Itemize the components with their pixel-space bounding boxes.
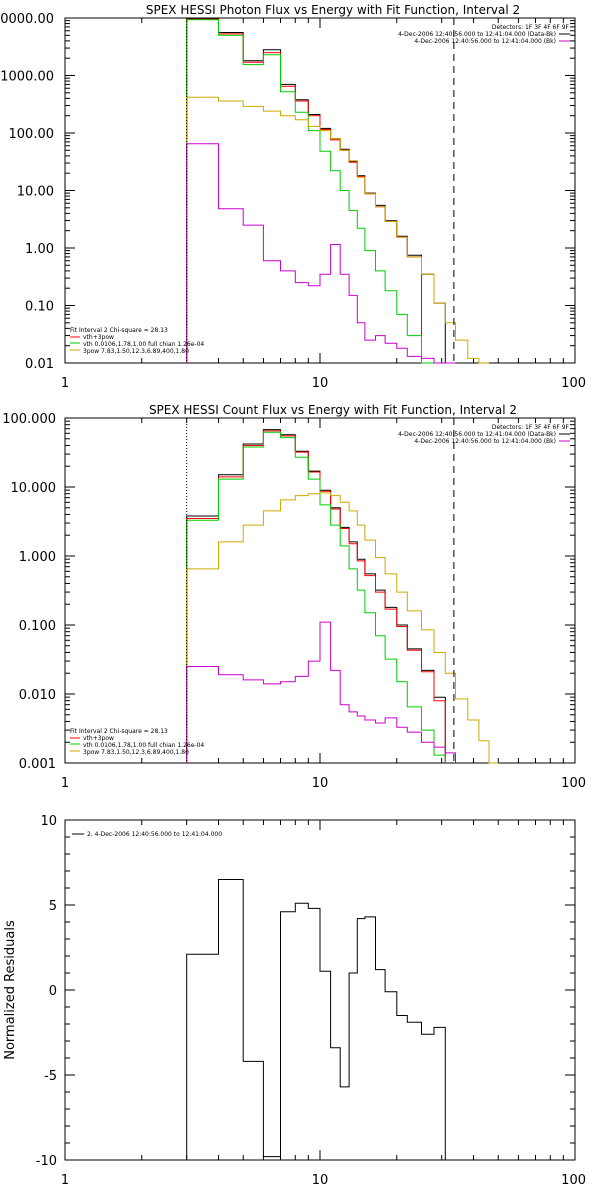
count-detectors-text: Detectors: 1F 3F 4F 6F 9F [492, 424, 570, 431]
residual-x-tick-label: 10 [312, 1173, 329, 1188]
photon-fit-thermal-text: vth 0.0106,1.78,1.00 full chian 1.26e-04 [83, 341, 204, 348]
photon-flux-fit-legend: Fit Interval 2 Chi-square = 28.13 vth+3p… [70, 327, 204, 355]
series-line-residuals [186, 879, 446, 1160]
photon-y-tick-label: 10000.00 [0, 12, 54, 27]
series-line-data [186, 18, 446, 363]
photon-x-tick-label: 10 [312, 376, 329, 391]
photon-flux-axes-frame [64, 17, 576, 364]
count-fit-thermal-text: vth 0.0106,1.78,1.00 full chian 1.26e-04 [83, 742, 204, 749]
photon-x-tick-label: 100 [561, 376, 586, 391]
photon-y-tick-label: 1000.00 [0, 70, 54, 85]
count-flux-axes-frame [64, 417, 576, 764]
count-flux-info-legend: Detectors: 1F 3F 4F 6F 9F 4-Dec-2006 12:… [398, 424, 570, 445]
count-flux-panel: SPEX HESSI Count Flux vs Energy with Fit… [2, 403, 586, 791]
count-fit-chi-text: Fit Interval 2 Chi-square = 28.13 [70, 728, 168, 735]
photon-flux-y-tick-labels: 0.01 0.10 1.00 10.00 100.00 1000.00 1000… [0, 12, 54, 372]
residuals-ticks [64, 819, 575, 1161]
photon-fit-total-text: vth+3pow [83, 334, 114, 341]
residuals-legend: 2. 4-Dec-2006 12:40:56.000 to 12:41:04.0… [72, 831, 222, 838]
photon-fit-chi-text: Fit Interval 2 Chi-square = 28.13 [70, 327, 168, 334]
residual-y-tick-label: -5 [44, 1069, 57, 1084]
count-x-tick-label: 100 [561, 776, 586, 791]
series-line-data [186, 429, 446, 763]
photon-flux-ticks [64, 17, 575, 364]
count-bk-interval-text: 4-Dec-2006 12:40:56.000 to 12:41:04.000 … [414, 438, 556, 445]
photon-y-tick-label: 100.00 [9, 127, 55, 142]
series-line-background [186, 143, 456, 364]
count-x-tick-label: 1 [61, 776, 69, 791]
photon-flux-info-legend: Detectors: 1F 3F 4F 6F 9F 4-Dec-2006 12:… [398, 24, 570, 45]
photon-y-tick-label: 0.10 [25, 300, 54, 315]
residual-y-tick-label: 10 [40, 814, 57, 829]
photon-bk-interval-text: 4-Dec-2006 12:40:56.000 to 12:41:04.000 … [414, 38, 556, 45]
residual-x-tick-label: 1 [61, 1173, 69, 1188]
series-line-thermal [186, 431, 446, 763]
count-data-interval-text: 4-Dec-2006 12:40:56.000 to 12:41:04.000 … [398, 431, 556, 438]
count-fit-power-text: 3pow 7.83,1.50,12.3,6.89,400,1.80 [83, 749, 189, 756]
residuals-axes-frame [64, 819, 576, 1161]
residuals-y-tick-labels: -10 -5 0 5 10 [36, 814, 57, 1169]
count-y-tick-label: 0.001 [19, 757, 56, 772]
count-y-tick-label: 0.100 [19, 619, 56, 634]
count-y-tick-label: 100.000 [2, 412, 56, 427]
photon-fit-power-text: 3pow 7.83,1.50,12.3,6.89,400,1.80 [83, 348, 189, 355]
residual-y-tick-label: -10 [36, 1154, 57, 1169]
residual-y-tick-label: 0 [49, 984, 57, 999]
residuals-legend-text: 2. 4-Dec-2006 12:40:56.000 to 12:41:04.0… [87, 831, 222, 838]
series-line-power-law [186, 96, 489, 364]
residuals-series [186, 879, 446, 1160]
photon-flux-title: SPEX HESSI Photon Flux vs Energy with Fi… [146, 3, 520, 17]
series-line-total-fit [186, 18, 422, 363]
count-x-tick-label: 10 [312, 776, 329, 791]
residuals-x-tick-labels: 1 10 100 [61, 1173, 586, 1188]
photon-flux-x-tick-labels: 1 10 100 [61, 376, 586, 391]
count-y-tick-label: 10.000 [11, 481, 57, 496]
series-line-thermal [186, 19, 434, 364]
photon-x-tick-label: 1 [61, 376, 69, 391]
photon-flux-panel: SPEX HESSI Photon Flux vs Energy with Fi… [0, 3, 586, 391]
count-flux-ticks [64, 417, 575, 764]
residual-x-tick-label: 100 [561, 1173, 586, 1188]
photon-y-tick-label: 0.01 [25, 357, 54, 372]
count-flux-series [186, 429, 499, 764]
count-flux-fit-legend: Fit Interval 2 Chi-square = 28.13 vth+3p… [70, 728, 204, 756]
photon-detectors-text: Detectors: 1F 3F 4F 6F 9F [492, 24, 570, 31]
series-line-background [186, 621, 456, 763]
series-line-power-law [186, 492, 499, 764]
photon-data-interval-text: 4-Dec-2006 12:40:56.000 to 12:41:04.000 … [398, 31, 556, 38]
photon-y-tick-label: 1.00 [25, 242, 54, 257]
count-flux-title: SPEX HESSI Count Flux vs Energy with Fit… [149, 403, 517, 417]
residuals-y-axis-label: Normalized Residuals [3, 920, 18, 1060]
count-y-tick-label: 1.000 [19, 550, 56, 565]
count-fit-total-text: vth+3pow [83, 735, 114, 742]
residuals-panel: Normalized Residuals -10 -5 0 5 10 1 10 … [3, 814, 586, 1188]
photon-y-tick-label: 10.00 [17, 185, 54, 200]
count-flux-vlines [186, 418, 455, 763]
photon-flux-series [186, 18, 489, 364]
count-flux-x-tick-labels: 1 10 100 [61, 776, 586, 791]
count-y-tick-label: 0.010 [19, 688, 56, 703]
residual-y-tick-label: 5 [49, 899, 57, 914]
photon-flux-vlines [186, 18, 455, 363]
series-line-total-fit [186, 430, 446, 763]
count-flux-y-tick-labels: 0.001 0.010 0.100 1.000 10.000 100.000 [2, 412, 56, 772]
